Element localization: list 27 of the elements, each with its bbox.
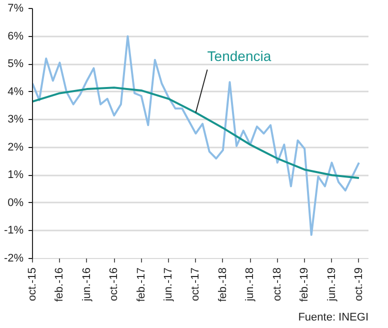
y-tick-label: -2% <box>4 252 24 264</box>
annotation: Tendencia <box>207 48 272 64</box>
x-tick-label: oct.-19 <box>352 267 365 302</box>
y-tick-label: 4% <box>8 86 24 98</box>
x-tick-label: feb.-17 <box>135 267 148 302</box>
x-tick-label: feb.-18 <box>216 267 229 302</box>
x-tick-label: jun.-17 <box>162 267 175 302</box>
source-note: Fuente: INEGI <box>298 312 369 324</box>
y-tick-label: 2% <box>8 141 24 154</box>
x-tick-label: jun.-18 <box>244 267 256 302</box>
y-tick-label: 3% <box>8 114 24 126</box>
x-tick-label: jun.-16 <box>80 267 93 302</box>
x-tick-label: feb.-19 <box>298 267 311 302</box>
line-series <box>32 35 360 236</box>
y-tick-label: 1% <box>8 169 24 182</box>
y-tick-label: 7% <box>8 2 24 14</box>
x-tick-label: oct.-18 <box>271 267 284 302</box>
x-tick-label: oct.-16 <box>108 267 120 302</box>
y-tick-label: 6% <box>8 30 24 42</box>
x-tick-label: oct.-15 <box>26 267 38 302</box>
line-series <box>32 86 360 179</box>
x-tick-label: feb.-16 <box>54 267 66 302</box>
y-tick-label: 0% <box>8 196 24 209</box>
x-tick-label: jun.-19 <box>326 267 338 302</box>
y-tick-label: 5% <box>8 58 24 70</box>
x-tick-label: oct.-17 <box>190 267 202 302</box>
y-tick-label: -1% <box>4 224 24 237</box>
